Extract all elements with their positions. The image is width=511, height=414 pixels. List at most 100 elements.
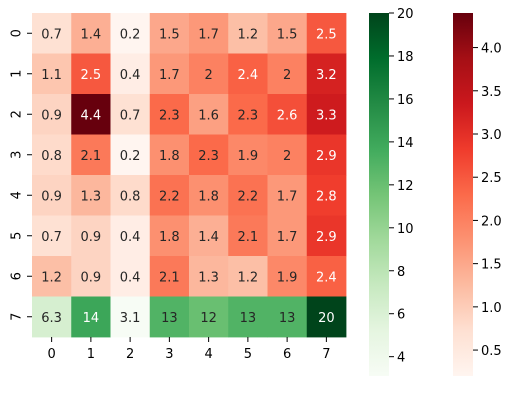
cell-value-label: 1.2 xyxy=(238,27,259,42)
y-tick-label: 6 xyxy=(10,272,25,280)
cell-value-label: 14 xyxy=(83,311,100,326)
y-tick-label: 0 xyxy=(10,29,25,37)
greens-colorbar-tick-label: 10 xyxy=(397,222,414,237)
reds-colorbar-tick-label: 2.5 xyxy=(481,171,502,186)
heatmap-cell xyxy=(189,256,229,297)
heatmap-cell xyxy=(189,53,229,95)
heatmap-cell xyxy=(267,256,308,297)
cell-value-label: 13 xyxy=(279,311,296,326)
x-tick-label: 3 xyxy=(165,347,173,362)
heatmap-cell xyxy=(189,13,229,54)
x-tick-label: 6 xyxy=(283,347,291,362)
cell-value-label: 2 xyxy=(204,68,212,83)
cell-value-label: 2 xyxy=(283,149,291,164)
heatmap-cell xyxy=(71,256,111,297)
heatmap-cell xyxy=(228,13,268,54)
cell-value-label: 1.9 xyxy=(238,149,259,164)
cell-value-label: 4.4 xyxy=(81,108,102,123)
cell-value-label: 1.5 xyxy=(159,27,180,42)
heatmap-cell xyxy=(267,175,308,216)
greens-colorbar-tick-label: 8 xyxy=(397,265,405,280)
cell-value-label: 2.3 xyxy=(238,108,259,123)
cell-value-label: 0.2 xyxy=(120,27,141,42)
cell-value-label: 0.9 xyxy=(41,189,62,204)
heatmap-cell xyxy=(149,256,190,297)
heatmap-cell xyxy=(110,134,151,176)
heatmap-cell xyxy=(149,13,190,54)
heatmap-cell xyxy=(267,94,308,135)
cell-value-label: 20 xyxy=(318,311,335,326)
greens-colorbar xyxy=(369,13,389,376)
y-tick-label: 3 xyxy=(10,151,25,159)
greens-colorbar-tick-label: 20 xyxy=(397,7,414,22)
cell-value-label: 0.9 xyxy=(81,270,102,285)
cell-value-label: 2.4 xyxy=(238,68,259,83)
greens-colorbar-tick-label: 4 xyxy=(397,351,405,366)
heatmap-cell xyxy=(306,134,347,176)
greens-colorbar-tick-label: 18 xyxy=(397,50,414,65)
x-tick-label: 1 xyxy=(87,347,95,362)
heatmap-cell xyxy=(71,94,111,135)
x-tick-label: 7 xyxy=(322,347,330,362)
heatmap-cell xyxy=(189,296,229,338)
y-tick-label: 5 xyxy=(10,232,25,240)
x-tick-label: 2 xyxy=(126,347,134,362)
cell-value-label: 1.2 xyxy=(41,270,62,285)
heatmap-cell xyxy=(110,94,151,135)
heatmap-cell xyxy=(32,13,72,54)
heatmap-cell xyxy=(149,134,190,176)
heatmap-cell xyxy=(189,175,229,216)
x-tick-label: 5 xyxy=(244,347,252,362)
cell-value-label: 0.8 xyxy=(41,149,62,164)
heatmap-cell xyxy=(306,215,347,257)
cell-value-label: 1.3 xyxy=(81,189,102,204)
cell-value-label: 1.8 xyxy=(198,189,219,204)
cell-value-label: 0.9 xyxy=(41,108,62,123)
cell-value-label: 0.7 xyxy=(41,27,62,42)
heatmap-cell xyxy=(267,296,308,338)
cell-value-label: 12 xyxy=(200,311,217,326)
heatmap-cell xyxy=(306,94,347,135)
heatmap-cell xyxy=(149,215,190,257)
x-tick-label: 4 xyxy=(204,347,212,362)
cell-value-label: 1.7 xyxy=(159,68,180,83)
heatmap-cell xyxy=(149,175,190,216)
heatmap-cell xyxy=(267,53,308,95)
reds-colorbar-tick-label: 4.0 xyxy=(481,42,502,57)
cell-value-label: 1.8 xyxy=(159,230,180,245)
cell-value-label: 1.6 xyxy=(198,108,219,123)
cell-value-label: 1.9 xyxy=(277,270,298,285)
heatmap-cell xyxy=(110,13,151,54)
cell-value-label: 2.1 xyxy=(81,149,102,164)
heatmap-cell xyxy=(267,134,308,176)
cell-value-label: 0.9 xyxy=(81,230,102,245)
heatmap-cell xyxy=(32,134,72,176)
cell-value-label: 1.4 xyxy=(198,230,219,245)
heatmap-cell xyxy=(110,296,151,338)
cell-value-label: 2.5 xyxy=(81,68,102,83)
heatmap-cell xyxy=(267,13,308,54)
heatmap-cell xyxy=(110,175,151,216)
cell-value-label: 2.6 xyxy=(277,108,298,123)
cell-value-label: 0.2 xyxy=(120,149,141,164)
greens-colorbar-tick-label: 16 xyxy=(397,93,414,108)
cell-value-label: 2.3 xyxy=(159,108,180,123)
reds-colorbar-tick-label: 1.0 xyxy=(481,301,502,316)
cell-value-label: 2.8 xyxy=(316,189,337,204)
cell-value-label: 2.4 xyxy=(316,270,337,285)
heatmap-cell xyxy=(228,175,268,216)
heatmap-cell xyxy=(189,215,229,257)
heatmap-cell xyxy=(32,94,72,135)
cell-value-label: 1.4 xyxy=(81,27,102,42)
cell-value-label: 0.7 xyxy=(41,230,62,245)
heatmap-cell xyxy=(71,296,111,338)
greens-colorbar-tick-label: 14 xyxy=(397,136,414,151)
cell-value-label: 0.7 xyxy=(120,108,141,123)
heatmap-cell xyxy=(32,215,72,257)
cell-value-label: 0.4 xyxy=(120,68,141,83)
cell-value-label: 2.1 xyxy=(238,230,259,245)
cell-value-label: 1.5 xyxy=(277,27,298,42)
y-tick-label: 1 xyxy=(10,70,25,78)
heatmap-cell xyxy=(110,53,151,95)
heatmap-cell xyxy=(267,215,308,257)
